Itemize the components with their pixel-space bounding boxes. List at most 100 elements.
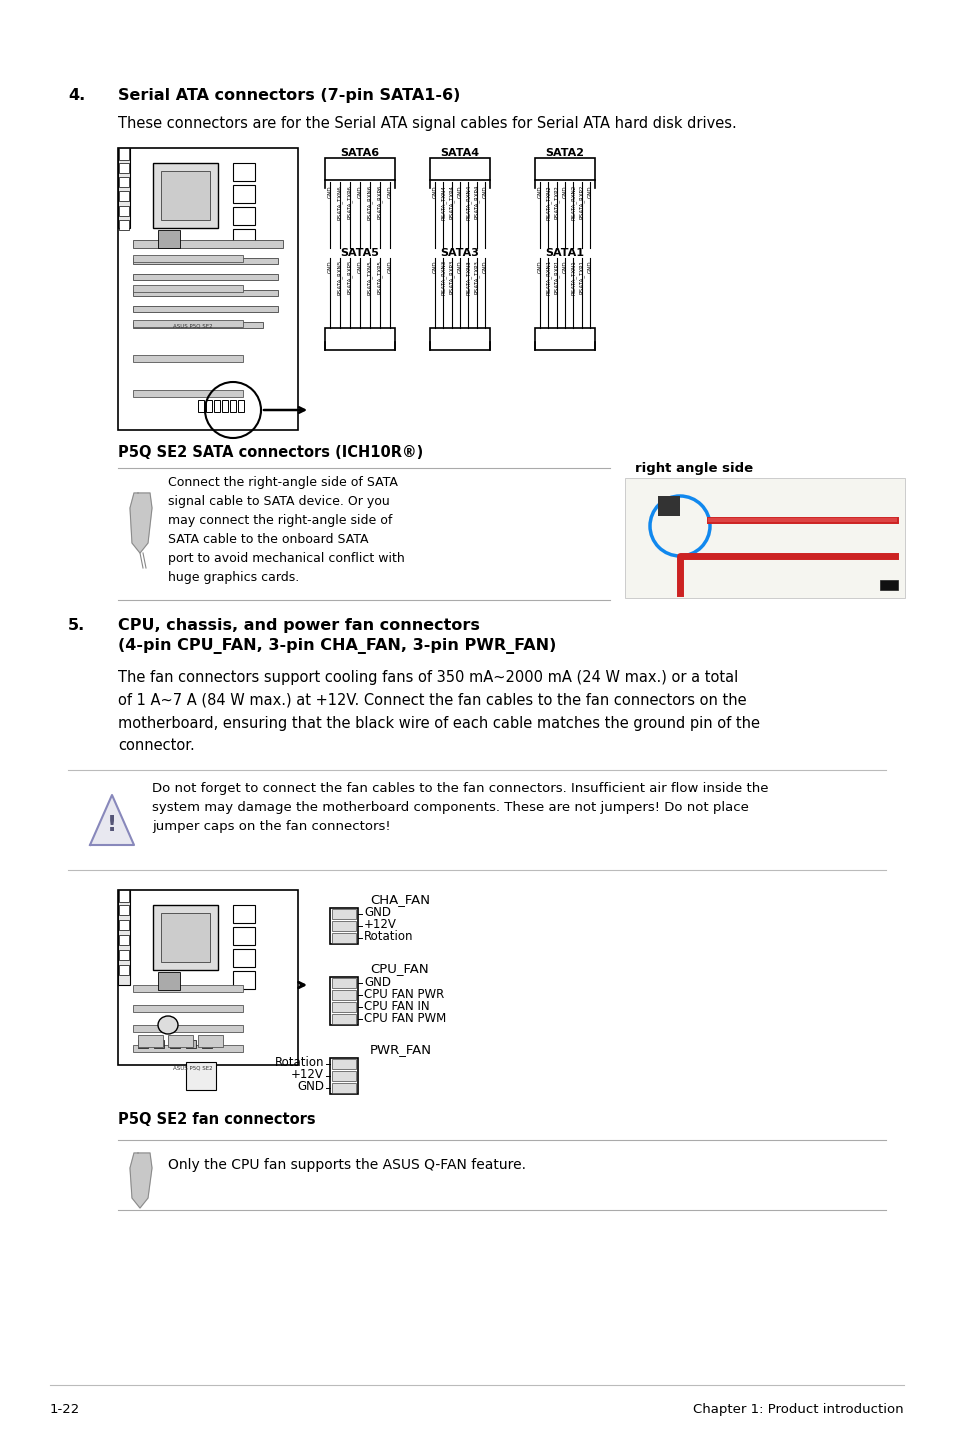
Text: RSATA_RXP4: RSATA_RXP4 <box>474 186 479 220</box>
Text: RSATA_RXP6: RSATA_RXP6 <box>376 186 382 220</box>
Bar <box>119 905 129 915</box>
Text: GND: GND <box>457 260 462 273</box>
Text: PWR_FAN: PWR_FAN <box>370 1043 432 1055</box>
Text: GND: GND <box>537 186 542 197</box>
Bar <box>330 907 357 943</box>
Bar <box>233 207 254 224</box>
Bar <box>119 148 129 160</box>
Text: ASUS P5Q SE2: ASUS P5Q SE2 <box>172 1066 213 1070</box>
Bar <box>332 989 355 999</box>
Bar <box>119 965 129 975</box>
Bar <box>132 322 263 328</box>
Bar <box>152 905 218 971</box>
Bar <box>118 890 297 1066</box>
Text: SATA5: SATA5 <box>340 247 379 257</box>
Bar <box>186 1040 195 1048</box>
Bar <box>535 328 595 349</box>
Text: CPU_FAN: CPU_FAN <box>370 962 428 975</box>
Bar <box>430 158 490 180</box>
Text: GND: GND <box>562 260 567 273</box>
Text: RSATA_RXN3: RSATA_RXN3 <box>440 260 446 295</box>
Bar <box>879 580 897 590</box>
Bar <box>170 1040 180 1048</box>
Bar <box>132 355 243 362</box>
Bar <box>119 220 129 230</box>
Text: GND: GND <box>387 186 392 197</box>
Bar <box>119 920 129 930</box>
Bar <box>152 162 218 229</box>
Bar <box>332 909 355 919</box>
Bar <box>332 1058 355 1068</box>
Text: RSATA_RXN5: RSATA_RXN5 <box>336 260 342 295</box>
Bar <box>132 285 243 292</box>
Text: CPU, chassis, and power fan connectors: CPU, chassis, and power fan connectors <box>118 618 479 633</box>
Polygon shape <box>90 795 133 846</box>
Text: GND: GND <box>432 260 437 273</box>
Bar <box>222 400 228 413</box>
Text: GND: GND <box>357 260 362 273</box>
Text: +12V: +12V <box>364 919 396 932</box>
Bar <box>332 920 355 930</box>
Bar <box>158 230 180 247</box>
Bar <box>233 949 254 966</box>
Polygon shape <box>130 493 152 554</box>
Text: RSATA_TXN3: RSATA_TXN3 <box>465 260 471 295</box>
Text: RSATA_RXP2: RSATA_RXP2 <box>578 186 584 220</box>
Bar <box>119 191 129 201</box>
Bar <box>233 186 254 203</box>
Bar <box>132 1045 243 1053</box>
Text: P5Q SE2 fan connectors: P5Q SE2 fan connectors <box>118 1112 315 1127</box>
Text: RSATA_TXP2: RSATA_TXP2 <box>554 186 558 219</box>
Bar <box>535 158 595 180</box>
Bar <box>138 1040 148 1048</box>
Text: RSATA_RXN2: RSATA_RXN2 <box>570 186 576 220</box>
Bar <box>206 400 212 413</box>
Bar <box>332 1002 355 1012</box>
Text: RSATA_RXP3: RSATA_RXP3 <box>448 260 454 295</box>
Bar <box>233 162 254 181</box>
Bar <box>119 935 129 945</box>
Bar <box>202 1040 212 1048</box>
Text: 4.: 4. <box>68 88 85 104</box>
Text: Only the CPU fan supports the ASUS Q-FAN feature.: Only the CPU fan supports the ASUS Q-FAN… <box>168 1158 525 1172</box>
Text: +12V: +12V <box>291 1068 324 1081</box>
Text: GND: GND <box>296 1080 324 1093</box>
Text: CHA_FAN: CHA_FAN <box>370 893 430 906</box>
Bar <box>198 400 204 413</box>
Text: GND: GND <box>364 975 391 988</box>
Text: GND: GND <box>327 260 333 273</box>
Bar <box>230 400 235 413</box>
Text: 1-22: 1-22 <box>50 1403 80 1416</box>
Bar <box>198 1035 223 1047</box>
Text: RSATA_RXN1: RSATA_RXN1 <box>545 260 551 295</box>
Text: SATA1: SATA1 <box>545 247 584 257</box>
Bar <box>186 1063 215 1090</box>
Polygon shape <box>130 1153 152 1208</box>
Text: RSATA_TXP4: RSATA_TXP4 <box>448 186 454 219</box>
Bar <box>332 978 355 988</box>
Bar <box>132 1025 243 1032</box>
Bar <box>118 890 130 985</box>
Bar <box>325 158 395 180</box>
Bar <box>132 1005 243 1012</box>
Text: GND: GND <box>457 186 462 197</box>
Bar <box>161 913 210 962</box>
Bar <box>132 240 283 247</box>
Text: 5.: 5. <box>68 618 85 633</box>
Text: Do not forget to connect the fan cables to the fan connectors. Insufficient air : Do not forget to connect the fan cables … <box>152 782 768 833</box>
Text: ASUS P5Q SE2: ASUS P5Q SE2 <box>172 324 213 328</box>
Bar <box>332 1083 355 1093</box>
Bar <box>138 1035 163 1047</box>
Bar <box>132 275 277 280</box>
Text: RSATA_RXN6: RSATA_RXN6 <box>367 186 373 220</box>
Text: GND: GND <box>364 906 391 919</box>
Text: RSATA_TXN5: RSATA_TXN5 <box>367 260 373 295</box>
Ellipse shape <box>158 1017 178 1034</box>
Text: GND: GND <box>587 186 592 197</box>
Bar <box>118 148 297 430</box>
Bar <box>624 477 904 598</box>
Text: SATA3: SATA3 <box>440 247 479 257</box>
Text: The fan connectors support cooling fans of 350 mA~2000 mA (24 W max.) or a total: The fan connectors support cooling fans … <box>118 670 760 754</box>
Bar <box>658 496 679 516</box>
Bar <box>119 162 129 173</box>
